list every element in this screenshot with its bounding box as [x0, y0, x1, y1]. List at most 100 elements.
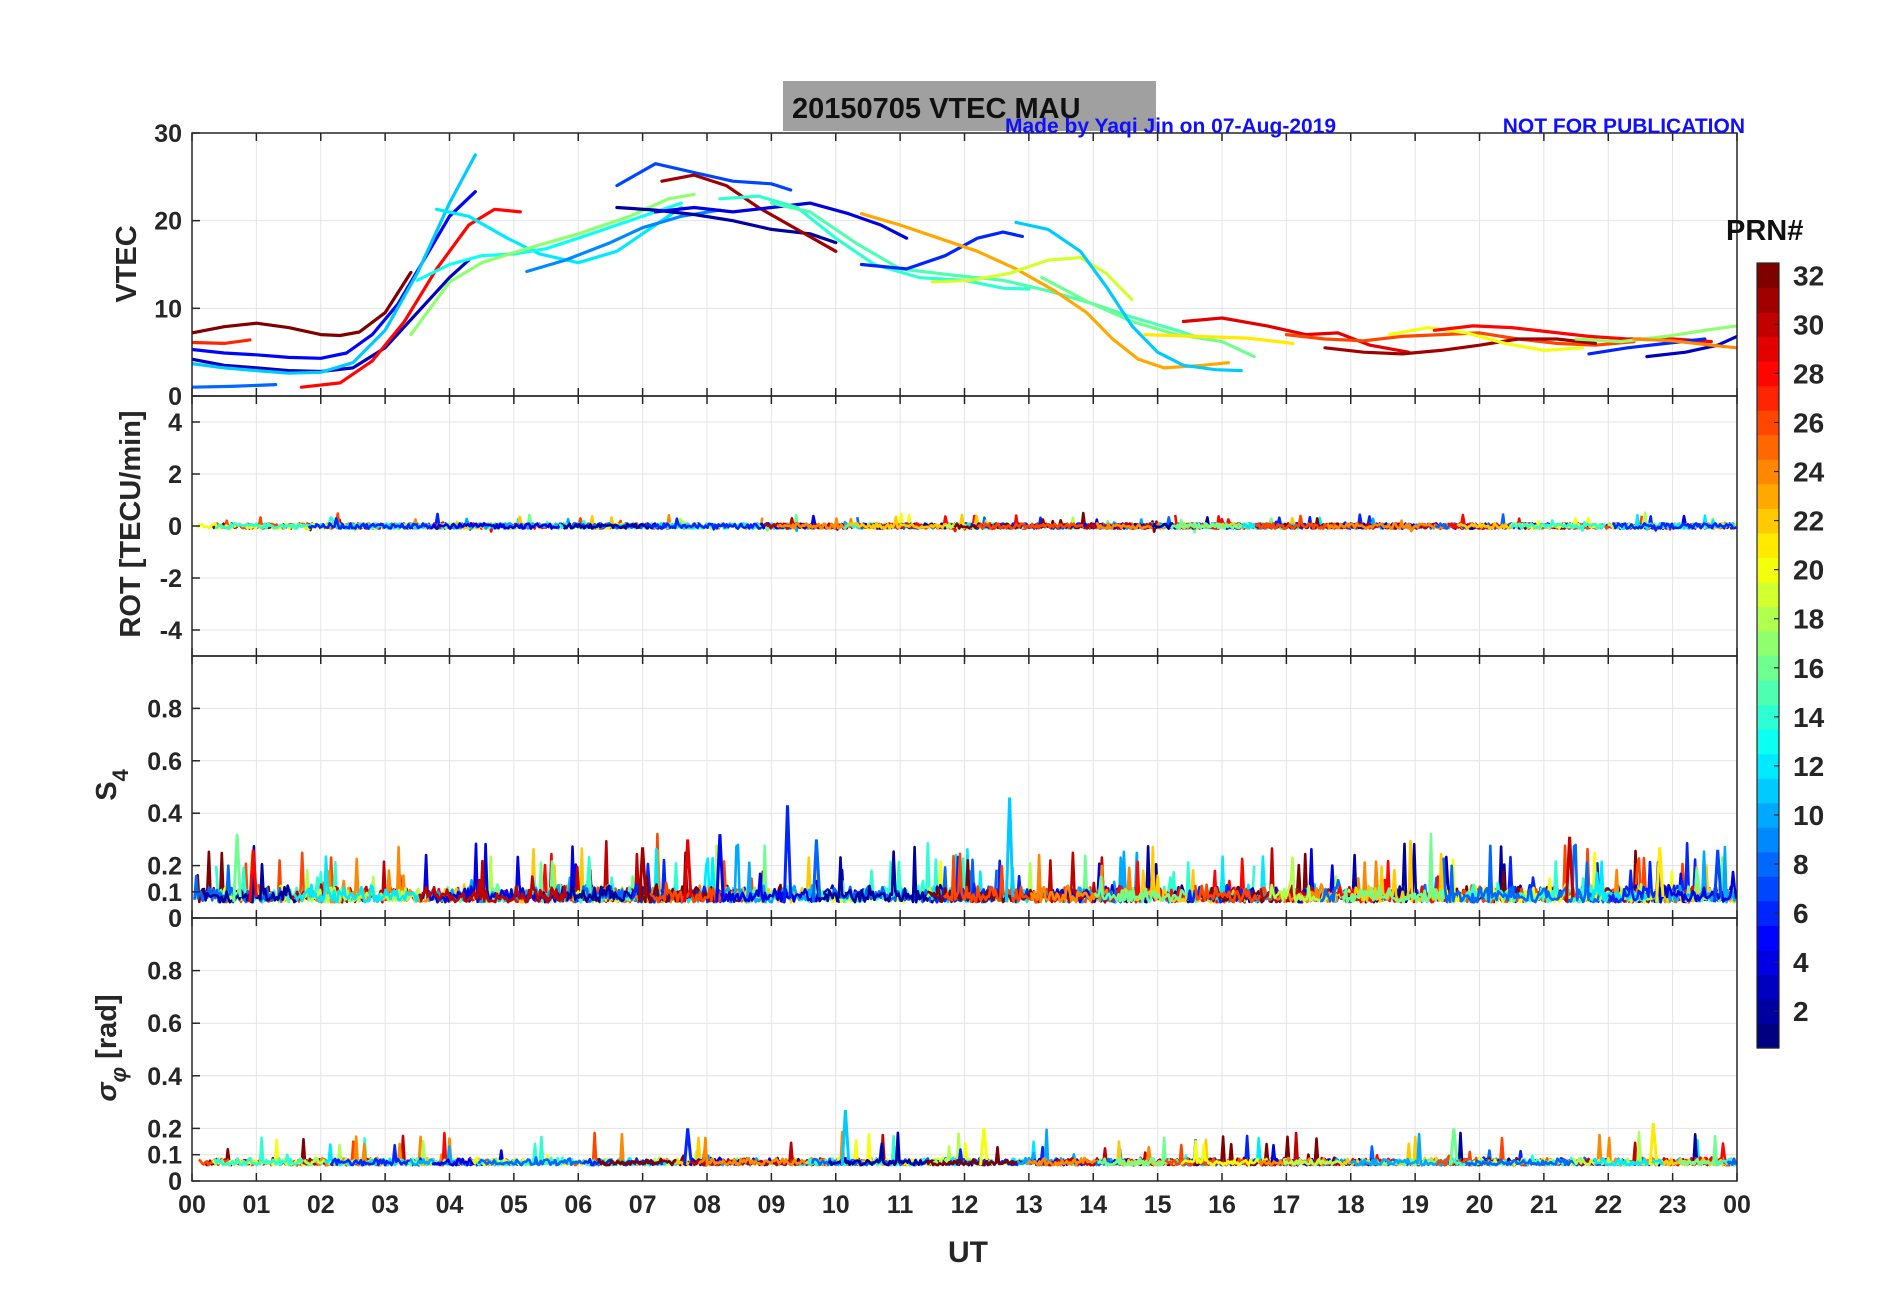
- ylabel-sigma-sub: φ: [106, 1067, 131, 1082]
- colorbar-band: [1757, 606, 1779, 632]
- panel-s4-peak-prn-30: [1564, 836, 1575, 903]
- panel-s4-trace-prn-4: [1654, 870, 1737, 904]
- panel-sigma-trace-prn-16: [1097, 1136, 1185, 1167]
- xtick-label: 07: [629, 1191, 657, 1219]
- colorbar-band: [1757, 385, 1779, 411]
- vtec-series-prn-3: [1645, 334, 1737, 359]
- vtec-series-prn-29: [1181, 316, 1411, 354]
- colorbar-band: [1757, 680, 1779, 706]
- panel-sigma-ytick-label: 0.1: [147, 1142, 182, 1170]
- title-box: [783, 81, 1156, 131]
- panel-s4-peak-prn-29: [683, 839, 693, 903]
- ylabel-sigma: σφ [rad]: [91, 994, 131, 1101]
- colorbar-band: [1757, 287, 1779, 313]
- series-layer: [192, 153, 1737, 1167]
- xtick-label: 00: [178, 1191, 206, 1219]
- ylabel-sigma-text: σφ [rad]: [91, 994, 131, 1101]
- colorbar-tick-label: 24: [1793, 457, 1825, 488]
- vtec-series-prn-16: [1040, 276, 1256, 359]
- panel-sigma-trace-prn-32: [925, 1145, 1022, 1167]
- colorbar-label: PRN#: [1726, 215, 1803, 247]
- colorbar-frame: [1756, 262, 1780, 1049]
- xlabel: UT: [948, 1236, 988, 1269]
- vtec-series-prn-24: [1632, 337, 1737, 350]
- vtec-series-prn-8: [192, 383, 278, 389]
- xtick-label: 00: [1723, 1191, 1751, 1219]
- colorbar-tick-label: 16: [1793, 653, 1824, 684]
- colorbar-band: [1757, 925, 1779, 951]
- colorbar-band: [1757, 336, 1779, 362]
- colorbar-band: [1757, 630, 1779, 657]
- panel-rot-ytick-label: -2: [160, 565, 182, 593]
- panel-s4-trace-prn-16: [1093, 875, 1201, 904]
- colorbar-band: [1757, 949, 1779, 976]
- ylabel-s4: S4: [91, 768, 133, 800]
- panel-sigma-peak-prn-16: [1449, 1128, 1459, 1166]
- colorbar-band: [1757, 508, 1779, 534]
- xtick-label: 22: [1594, 1191, 1622, 1219]
- vtec-series-prn-17: [1574, 324, 1737, 344]
- panel-rot-ytick-label: 0: [168, 513, 182, 541]
- vtec-series-prn-31: [1323, 337, 1597, 356]
- colorbar-tick-label: 12: [1793, 751, 1824, 782]
- ylabel-s4-sub: 4: [108, 768, 133, 781]
- xtick-label: 10: [822, 1191, 850, 1219]
- panel-sigma-ytick-label: 0: [168, 1168, 182, 1196]
- colorbar-tick-label: 10: [1793, 800, 1824, 831]
- panel-s4-trace-prn-12: [292, 855, 420, 904]
- colorbar-band: [1757, 802, 1779, 828]
- colorbar-band: [1757, 998, 1779, 1025]
- panel-s4-peak-prn-31: [637, 847, 648, 903]
- vtec-series-prn-20: [1387, 326, 1585, 352]
- vtec-series-prn-3: [192, 258, 471, 374]
- panel-vtec-series: [192, 153, 1737, 389]
- notice-text: NOT FOR PUBLICATION: [1503, 115, 1745, 138]
- xtick-label: 12: [951, 1191, 979, 1219]
- xtick-label: 11: [887, 1191, 914, 1219]
- colorbar-band: [1757, 729, 1779, 755]
- panel-s4-ytick-label: 0.1: [147, 879, 182, 907]
- xtick-label: 19: [1401, 1191, 1429, 1219]
- panel-s4-peak-prn-16: [232, 834, 242, 903]
- panel-s4-ytick-label: 0.8: [147, 695, 182, 723]
- ylabel-sigma-main: σ: [91, 1081, 123, 1102]
- vtec-series-prn-13: [415, 201, 683, 282]
- colorbar-band: [1757, 778, 1779, 804]
- xtick-label: 04: [436, 1191, 464, 1219]
- panel-s4-ytick-label: 0.4: [147, 800, 182, 828]
- vtec-series-prn-7: [615, 162, 793, 192]
- panel-sigma-ytick-label: 0.4: [147, 1063, 182, 1091]
- vtec-series-prn-32: [192, 270, 413, 338]
- colorbar-band: [1757, 410, 1779, 436]
- colorbar-band: [1757, 1023, 1779, 1049]
- ylabel-vtec: VTEC: [111, 225, 143, 302]
- panel-rot-trace-prn-24: [1326, 519, 1464, 533]
- panel-sigma-peak-prn-20: [979, 1128, 989, 1166]
- panel-s4-peak-prn-6: [782, 805, 793, 903]
- panel-rot-ytick-label: 4: [168, 409, 182, 437]
- colorbar-band: [1757, 753, 1779, 779]
- xtick-label: 15: [1144, 1191, 1172, 1219]
- colorbar-tick-label: 4: [1793, 947, 1809, 978]
- xtick-label: 08: [693, 1191, 721, 1219]
- vtec-series-prn-5: [192, 190, 477, 360]
- panel-vtec-ytick-label: 20: [154, 208, 182, 236]
- colorbar-tick-label: 18: [1793, 604, 1824, 635]
- panel-rot-trace-prn-14: [1510, 519, 1607, 532]
- colorbar-tick-label: 28: [1793, 358, 1824, 389]
- panel-s4-peak-prn-21: [1655, 847, 1665, 903]
- panel-vtec-ytick-label: 30: [154, 120, 182, 148]
- vtec-series-prn-27: [192, 338, 252, 345]
- vtec-series-prn-2: [615, 205, 838, 245]
- ylabel-s4-text: S4: [91, 768, 133, 800]
- ylabel-s4-main: S: [91, 781, 123, 800]
- colorbar-band: [1757, 361, 1779, 387]
- xtick-label: 14: [1079, 1191, 1107, 1219]
- xtick-label: 13: [1015, 1191, 1043, 1219]
- vtec-series-prn-26: [1284, 331, 1636, 347]
- colorbar-band: [1757, 532, 1779, 558]
- panel-sigma-ytick-label: 0.6: [147, 1010, 182, 1038]
- tick-layer: 0102030-4-202400.10.20.40.60.800.10.20.4…: [147, 120, 1751, 1219]
